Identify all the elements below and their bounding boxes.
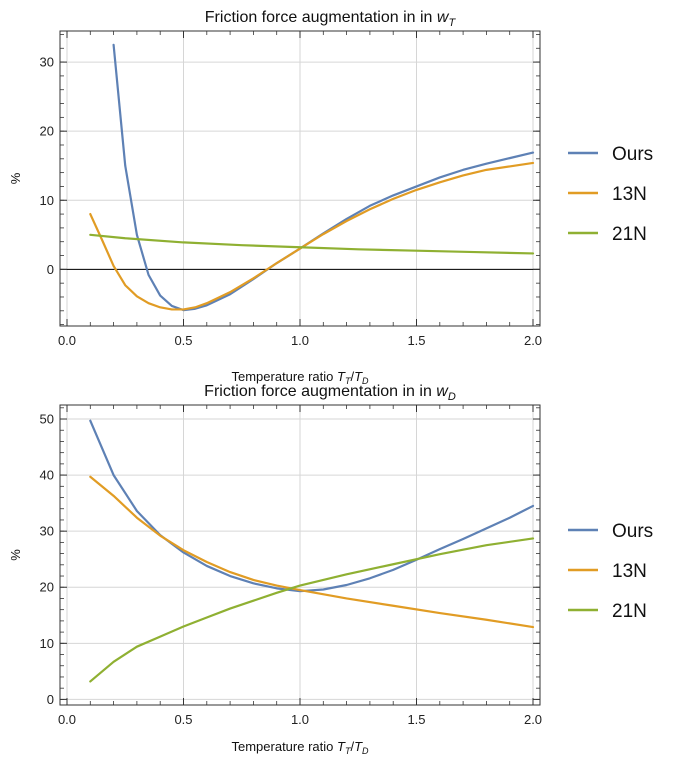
y-tick-label: 20 xyxy=(40,124,54,139)
chart-title: Friction force augmentation in in wD xyxy=(204,383,456,403)
y-axis-label: % xyxy=(8,172,23,184)
y-tick-label: 20 xyxy=(40,580,54,595)
chart-friction-wT: 0.0 0.5 1.0 1.5 2.0 0 10 20 30 Friction force aug… xyxy=(8,9,653,386)
x-tick-label: 1.0 xyxy=(291,333,309,348)
legend-label-21n: 21N xyxy=(612,601,647,622)
y-axis-label: % xyxy=(8,549,23,561)
y-tick-label: 40 xyxy=(40,468,54,483)
x-tick-label: 1.0 xyxy=(291,712,309,727)
chart-friction-wD: 0.0 0.5 1.0 1.5 2.0 0 10 20 30 40 50 Friction force… xyxy=(8,383,653,756)
y-tick-label: 0 xyxy=(47,692,54,707)
y-tick-label: 10 xyxy=(40,636,54,651)
chart-title: Friction force augmentation in in wT xyxy=(205,9,457,29)
x-tick-label: 1.5 xyxy=(407,712,425,727)
x-tick-label: 0.5 xyxy=(174,712,192,727)
x-tick-label: 1.5 xyxy=(407,333,425,348)
legend-label-ours: Ours xyxy=(612,521,653,542)
legend-label-13n: 13N xyxy=(612,184,647,205)
x-axis-label: Temperature ratio TT/TD xyxy=(231,739,369,756)
y-tick-label: 30 xyxy=(40,55,54,70)
series-line-13n xyxy=(89,161,535,311)
series-line-21n xyxy=(89,233,535,255)
legend: Ours 13N 21N xyxy=(568,144,653,245)
x-axis-label: Temperature ratio TT/TD xyxy=(231,369,369,386)
legend: Ours 13N 21N xyxy=(568,521,653,622)
series-line-ours xyxy=(112,43,535,312)
x-tick-label: 2.0 xyxy=(524,333,542,348)
series-line-ours xyxy=(89,419,535,593)
series-line-13n xyxy=(89,475,535,629)
series-line-21n xyxy=(89,537,535,683)
y-tick-label: 30 xyxy=(40,524,54,539)
y-tick-label: 50 xyxy=(40,412,54,427)
y-tick-label: 0 xyxy=(47,262,54,277)
legend-label-21n: 21N xyxy=(612,224,647,245)
x-tick-label: 0.0 xyxy=(58,712,76,727)
x-tick-label: 0.0 xyxy=(58,333,76,348)
legend-label-13n: 13N xyxy=(612,561,647,582)
legend-label-ours: Ours xyxy=(612,144,653,165)
y-tick-label: 10 xyxy=(40,193,54,208)
x-tick-label: 2.0 xyxy=(524,712,542,727)
x-tick-label: 0.5 xyxy=(174,333,192,348)
